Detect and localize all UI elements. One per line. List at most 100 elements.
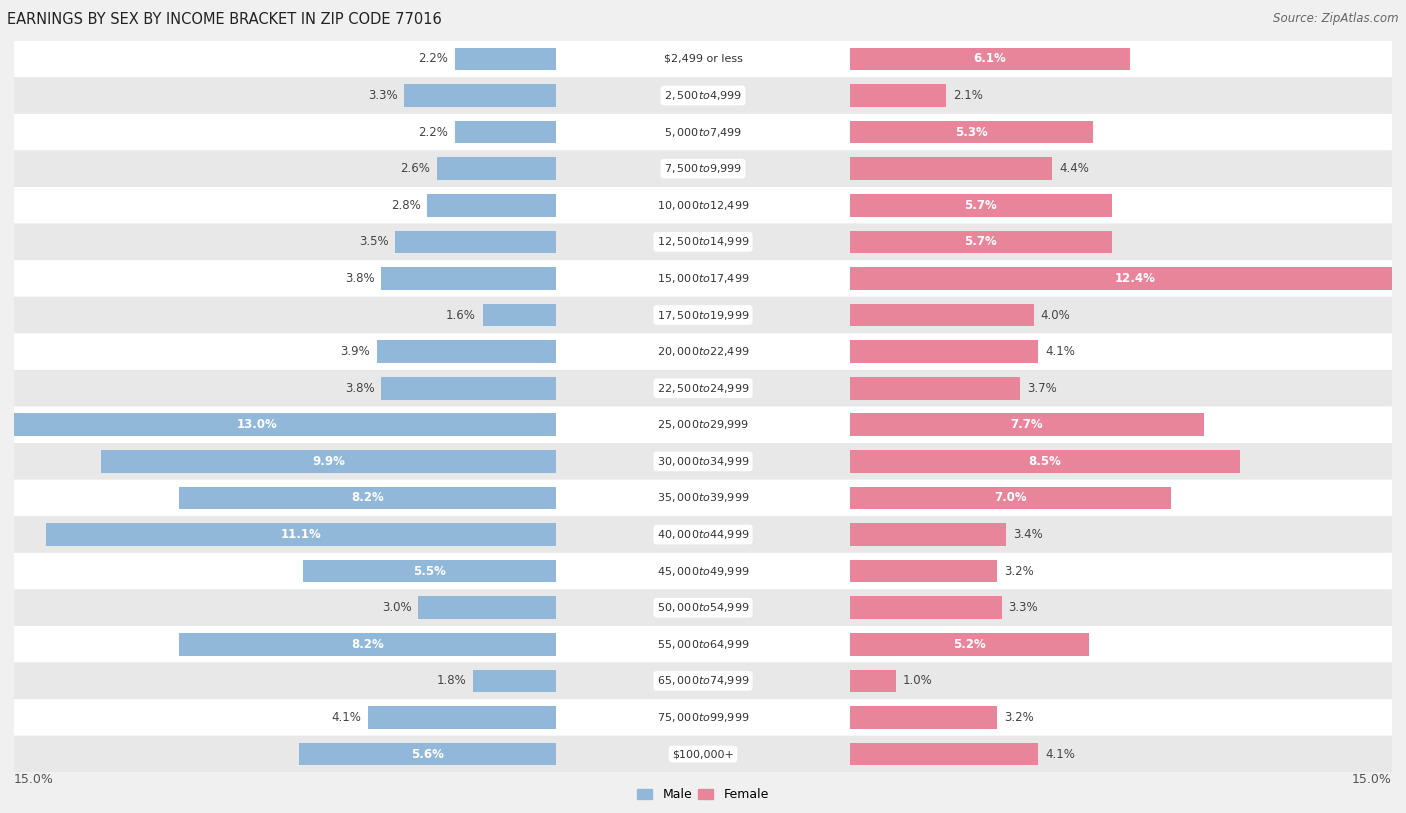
Text: $100,000+: $100,000+ — [672, 749, 734, 759]
Text: $65,000 to $74,999: $65,000 to $74,999 — [657, 675, 749, 687]
Text: $15,000 to $17,499: $15,000 to $17,499 — [657, 272, 749, 285]
Bar — [395, 231, 555, 253]
Text: $35,000 to $39,999: $35,000 to $39,999 — [657, 492, 749, 504]
FancyBboxPatch shape — [14, 77, 1392, 114]
Text: 5.7%: 5.7% — [965, 236, 997, 248]
Text: $40,000 to $44,999: $40,000 to $44,999 — [657, 528, 749, 541]
Text: 2.2%: 2.2% — [418, 53, 449, 65]
FancyBboxPatch shape — [14, 516, 1392, 553]
Bar — [377, 341, 555, 363]
Text: 2.1%: 2.1% — [953, 89, 983, 102]
Text: 3.9%: 3.9% — [340, 346, 370, 358]
Bar — [368, 706, 555, 728]
Text: 8.5%: 8.5% — [1029, 455, 1062, 467]
Text: 13.0%: 13.0% — [238, 419, 278, 431]
Text: 5.6%: 5.6% — [411, 748, 444, 760]
Text: 3.3%: 3.3% — [1008, 602, 1038, 614]
Text: 4.0%: 4.0% — [1040, 309, 1070, 321]
Bar — [180, 487, 555, 509]
Bar — [851, 158, 1052, 180]
FancyBboxPatch shape — [14, 370, 1392, 406]
Bar — [851, 743, 1038, 765]
FancyBboxPatch shape — [14, 114, 1392, 150]
Text: $17,500 to $19,999: $17,500 to $19,999 — [657, 309, 749, 321]
Bar — [851, 48, 1130, 70]
FancyBboxPatch shape — [14, 406, 1392, 443]
Bar — [851, 85, 946, 107]
Bar — [381, 377, 555, 399]
Bar — [427, 194, 555, 216]
FancyBboxPatch shape — [14, 297, 1392, 333]
Text: 9.9%: 9.9% — [312, 455, 344, 467]
Text: $10,000 to $12,499: $10,000 to $12,499 — [657, 199, 749, 211]
FancyBboxPatch shape — [14, 699, 1392, 736]
FancyBboxPatch shape — [14, 443, 1392, 480]
Text: 11.1%: 11.1% — [281, 528, 322, 541]
Text: 15.0%: 15.0% — [1353, 773, 1392, 786]
Text: $45,000 to $49,999: $45,000 to $49,999 — [657, 565, 749, 577]
Text: 7.0%: 7.0% — [994, 492, 1026, 504]
Bar — [299, 743, 555, 765]
Bar — [851, 670, 896, 692]
Text: 1.8%: 1.8% — [437, 675, 467, 687]
Text: 7.7%: 7.7% — [1011, 419, 1043, 431]
Bar — [851, 633, 1088, 655]
Bar — [405, 85, 555, 107]
Text: 4.1%: 4.1% — [330, 711, 361, 724]
Bar — [851, 341, 1038, 363]
Text: $30,000 to $34,999: $30,000 to $34,999 — [657, 455, 749, 467]
Text: 15.0%: 15.0% — [14, 773, 53, 786]
FancyBboxPatch shape — [14, 150, 1392, 187]
Bar — [851, 377, 1019, 399]
Bar — [304, 560, 555, 582]
Bar — [851, 194, 1112, 216]
FancyBboxPatch shape — [14, 260, 1392, 297]
FancyBboxPatch shape — [14, 736, 1392, 772]
Text: $22,500 to $24,999: $22,500 to $24,999 — [657, 382, 749, 394]
Legend: Male, Female: Male, Female — [633, 784, 773, 806]
Text: $5,000 to $7,499: $5,000 to $7,499 — [664, 126, 742, 138]
Bar — [851, 231, 1112, 253]
Bar — [851, 560, 997, 582]
Text: 3.2%: 3.2% — [1004, 711, 1033, 724]
Bar — [851, 487, 1171, 509]
FancyBboxPatch shape — [14, 187, 1392, 224]
Bar — [456, 48, 555, 70]
Text: 3.7%: 3.7% — [1026, 382, 1056, 394]
Text: 1.0%: 1.0% — [903, 675, 932, 687]
Text: 3.2%: 3.2% — [1004, 565, 1033, 577]
Bar — [101, 450, 555, 472]
Bar — [418, 597, 555, 619]
FancyBboxPatch shape — [14, 589, 1392, 626]
Text: 4.1%: 4.1% — [1045, 748, 1076, 760]
FancyBboxPatch shape — [14, 480, 1392, 516]
FancyBboxPatch shape — [14, 663, 1392, 699]
Text: 6.1%: 6.1% — [974, 53, 1007, 65]
Text: 2.6%: 2.6% — [399, 163, 430, 175]
Text: 5.5%: 5.5% — [413, 565, 446, 577]
Text: $7,500 to $9,999: $7,500 to $9,999 — [664, 163, 742, 175]
FancyBboxPatch shape — [14, 41, 1392, 77]
Text: 3.4%: 3.4% — [1012, 528, 1043, 541]
Text: $12,500 to $14,999: $12,500 to $14,999 — [657, 236, 749, 248]
Text: 4.1%: 4.1% — [1045, 346, 1076, 358]
FancyBboxPatch shape — [14, 626, 1392, 663]
Bar — [851, 121, 1094, 143]
Bar — [381, 267, 555, 289]
Text: 5.7%: 5.7% — [965, 199, 997, 211]
Bar — [437, 158, 555, 180]
Text: 2.8%: 2.8% — [391, 199, 420, 211]
Text: 8.2%: 8.2% — [352, 492, 384, 504]
FancyBboxPatch shape — [14, 553, 1392, 589]
Bar — [851, 414, 1204, 436]
Bar — [851, 524, 1007, 546]
Bar — [180, 633, 555, 655]
Bar — [474, 670, 555, 692]
Bar — [482, 304, 555, 326]
Text: 8.2%: 8.2% — [352, 638, 384, 650]
Bar — [46, 524, 555, 546]
Text: 12.4%: 12.4% — [1115, 272, 1156, 285]
Text: 3.8%: 3.8% — [344, 382, 374, 394]
Bar — [851, 597, 1001, 619]
Text: 5.2%: 5.2% — [953, 638, 986, 650]
